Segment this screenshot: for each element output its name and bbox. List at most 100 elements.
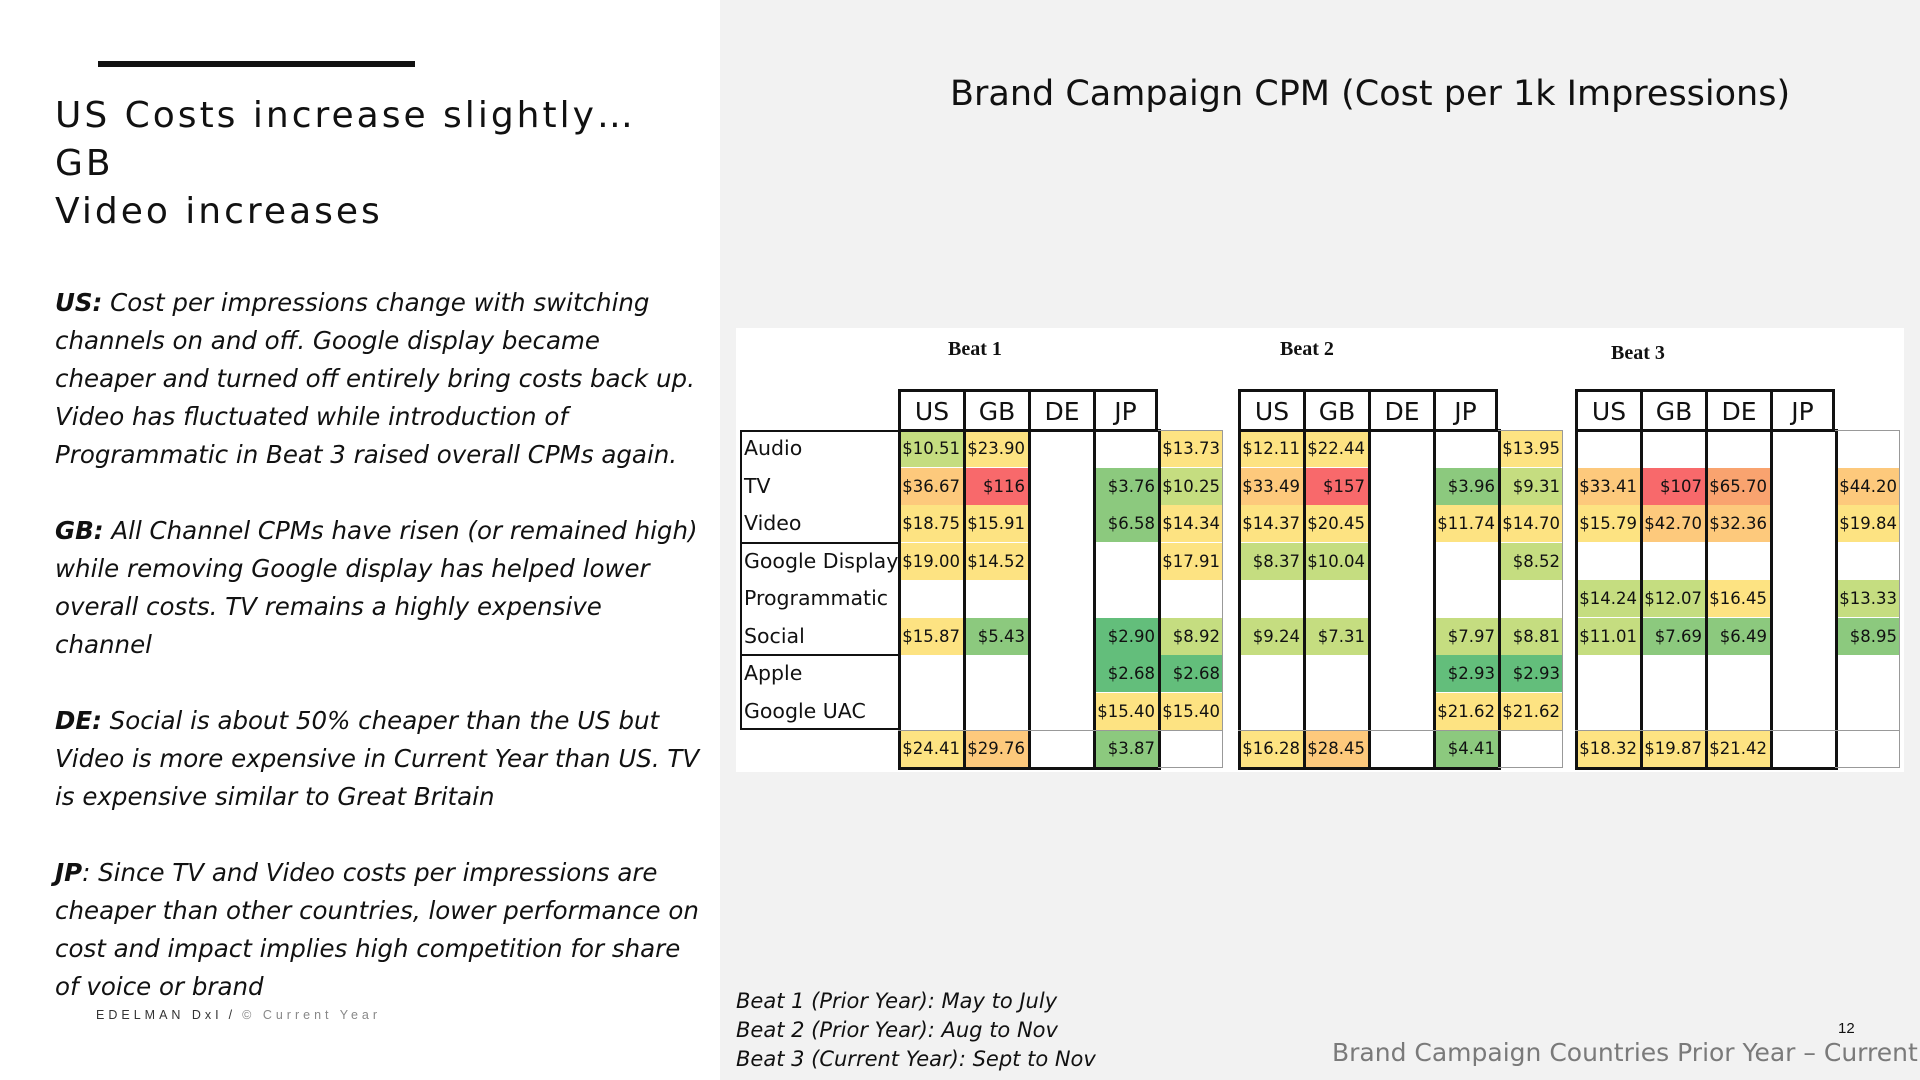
cpm-cell: $17.91 bbox=[1158, 542, 1223, 580]
cpm-cell: $116 bbox=[963, 467, 1028, 505]
cpm-cell: $36.67 bbox=[898, 467, 963, 505]
cpm-cell: $13.73 bbox=[1158, 430, 1223, 467]
column-header: DE bbox=[1028, 389, 1096, 432]
cpm-cell: $15.40 bbox=[1093, 692, 1158, 730]
column-header: GB bbox=[1640, 389, 1708, 432]
row-label-group bbox=[740, 430, 898, 730]
cpm-cell: $14.52 bbox=[963, 542, 1028, 580]
page-number: 12 bbox=[1838, 1020, 1855, 1037]
cpm-cell: $28.45 bbox=[1303, 730, 1368, 767]
beat-note: Beat 3 (Current Year): Sept to Nov bbox=[736, 1047, 1096, 1071]
column-header: GB bbox=[963, 389, 1031, 432]
row-label: Apple bbox=[744, 661, 803, 685]
cpm-cell: $7.69 bbox=[1640, 617, 1705, 655]
cpm-cell: $8.52 bbox=[1498, 542, 1563, 580]
row-group-divider bbox=[740, 654, 898, 656]
slide-title-line1: US Costs increase slightly…GB bbox=[55, 95, 636, 184]
column-header: GB bbox=[1303, 389, 1371, 432]
beat-note: Beat 1 (Prior Year): May to July bbox=[736, 989, 1058, 1013]
row-label: Google Display bbox=[744, 548, 899, 573]
cpm-cell: $9.24 bbox=[1238, 617, 1303, 655]
cpm-cell: $7.31 bbox=[1303, 617, 1368, 655]
cpm-cell: $16.45 bbox=[1705, 580, 1770, 617]
column-border bbox=[1575, 429, 1643, 770]
total-column-border bbox=[1158, 430, 1223, 768]
cpm-cell: $2.90 bbox=[1093, 617, 1158, 655]
row-label: TV bbox=[744, 473, 771, 498]
cpm-cell: $33.49 bbox=[1238, 467, 1303, 505]
cpm-cell: $15.91 bbox=[963, 505, 1028, 542]
cpm-cell: $18.75 bbox=[898, 505, 963, 542]
column-border bbox=[1303, 429, 1371, 770]
commentary-us: US: Cost per impressions change with swi… bbox=[55, 284, 705, 474]
column-header: JP bbox=[1093, 389, 1158, 432]
column-header: DE bbox=[1368, 389, 1436, 432]
cpm-cell: $2.93 bbox=[1433, 655, 1498, 692]
cpm-cell: $10.51 bbox=[898, 430, 963, 467]
commentary-de: DE: Social is about 50% cheaper than the… bbox=[55, 702, 705, 816]
cpm-cell: $14.34 bbox=[1158, 505, 1223, 542]
cpm-cell: $3.76 bbox=[1093, 467, 1158, 505]
cpm-cell: $3.87 bbox=[1093, 730, 1158, 767]
cpm-cell: $6.58 bbox=[1093, 505, 1158, 542]
beat-label: Beat 1 bbox=[948, 338, 1002, 360]
column-border bbox=[1770, 429, 1838, 770]
total-row-divider bbox=[898, 730, 1223, 731]
cpm-cell: $23.90 bbox=[963, 430, 1028, 467]
column-border bbox=[1640, 429, 1708, 770]
cpm-cell: $21.62 bbox=[1498, 692, 1563, 730]
cpm-cell: $7.97 bbox=[1433, 617, 1498, 655]
header-divider bbox=[898, 429, 1161, 432]
cpm-cell: $3.96 bbox=[1433, 467, 1498, 505]
cpm-cell: $19.84 bbox=[1835, 505, 1900, 542]
footer-brand: EDELMAN DxI / © Current Year bbox=[96, 1008, 381, 1022]
cpm-cell: $8.81 bbox=[1498, 617, 1563, 655]
cpm-cell: $44.20 bbox=[1835, 467, 1900, 505]
footer-separator: / bbox=[228, 1008, 237, 1022]
beat-label: Beat 2 bbox=[1280, 338, 1334, 360]
cpm-cell: $2.68 bbox=[1158, 655, 1223, 692]
cpm-cell: $15.40 bbox=[1158, 692, 1223, 730]
cpm-cell: $20.45 bbox=[1303, 505, 1368, 542]
cpm-cell: $6.49 bbox=[1705, 617, 1770, 655]
total-column-border bbox=[1835, 430, 1900, 768]
column-border bbox=[1238, 429, 1306, 770]
cpm-cell: $21.42 bbox=[1705, 730, 1770, 767]
cpm-cell: $5.43 bbox=[963, 617, 1028, 655]
header-divider bbox=[1575, 429, 1838, 432]
cpm-cell: $15.87 bbox=[898, 617, 963, 655]
cpm-cell: $32.36 bbox=[1705, 505, 1770, 542]
column-header: JP bbox=[1433, 389, 1498, 432]
total-row-divider bbox=[1238, 730, 1563, 731]
column-border bbox=[963, 429, 1031, 770]
beat-notes: Beat 1 (Prior Year): May to July Beat 2 … bbox=[736, 987, 1096, 1074]
cpm-cell: $65.70 bbox=[1705, 467, 1770, 505]
country-label: US: bbox=[55, 288, 103, 317]
row-label: Video bbox=[744, 511, 802, 535]
cpm-cell: $8.92 bbox=[1158, 617, 1223, 655]
header-divider bbox=[1238, 429, 1501, 432]
cpm-cell: $10.04 bbox=[1303, 542, 1368, 580]
cpm-cell: $157 bbox=[1303, 467, 1368, 505]
commentary-gb: GB: All Channel CPMs have risen (or rema… bbox=[55, 512, 705, 664]
country-label: JP bbox=[55, 858, 83, 887]
footer-title: Brand Campaign Countries Prior Year – Cu… bbox=[1332, 1038, 1918, 1067]
row-label: Google UAC bbox=[744, 698, 866, 723]
row-label: Audio bbox=[744, 436, 803, 460]
country-label: DE: bbox=[55, 706, 102, 735]
cpm-cell: $42.70 bbox=[1640, 505, 1705, 542]
brand-name: EDELMAN DxI bbox=[96, 1008, 223, 1022]
cpm-cell: $13.33 bbox=[1835, 580, 1900, 617]
cpm-cell: $8.37 bbox=[1238, 542, 1303, 580]
cpm-cell: $16.28 bbox=[1238, 730, 1303, 767]
column-border bbox=[898, 429, 966, 770]
cpm-cell: $12.11 bbox=[1238, 430, 1303, 467]
cpm-cell: $11.01 bbox=[1575, 617, 1640, 655]
column-header: US bbox=[1238, 389, 1306, 432]
commentary-jp: JP: Since TV and Video costs per impress… bbox=[55, 854, 705, 1006]
cpm-cell: $11.74 bbox=[1433, 505, 1498, 542]
commentary: US: Cost per impressions change with swi… bbox=[55, 284, 705, 1044]
cpm-cell: $9.31 bbox=[1498, 467, 1563, 505]
cpm-cell: $14.24 bbox=[1575, 580, 1640, 617]
cpm-cell: $21.62 bbox=[1433, 692, 1498, 730]
